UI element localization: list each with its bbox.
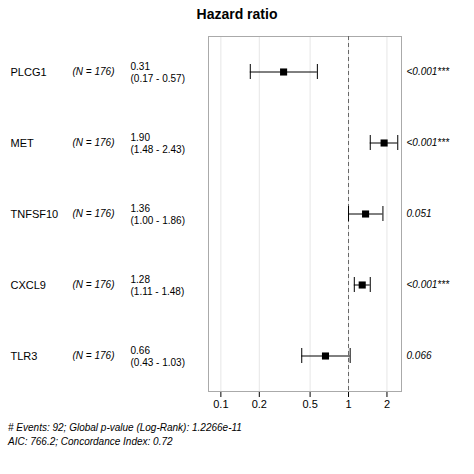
- svg-text:TNFSF10: TNFSF10: [11, 208, 59, 220]
- svg-text:0.5: 0.5: [302, 398, 317, 410]
- svg-text:MET: MET: [11, 137, 35, 149]
- svg-text:(N = 176): (N = 176): [73, 66, 115, 77]
- svg-text:1: 1: [345, 398, 351, 410]
- svg-text:(N = 176): (N = 176): [73, 279, 115, 290]
- svg-text:<0.001***: <0.001***: [407, 137, 451, 148]
- svg-text:(N = 176): (N = 176): [73, 137, 115, 148]
- svg-text:0.2: 0.2: [252, 398, 267, 410]
- svg-text:0.31(0.17 - 0.57): 0.31(0.17 - 0.57): [131, 61, 185, 84]
- svg-text:(N = 176): (N = 176): [73, 350, 115, 361]
- svg-text:0.051: 0.051: [407, 208, 432, 219]
- svg-text:1.36(1.00 - 1.86): 1.36(1.00 - 1.86): [131, 203, 185, 226]
- svg-text:PLCG1: PLCG1: [11, 66, 47, 78]
- svg-text:1.90(1.48 - 2.43): 1.90(1.48 - 2.43): [131, 132, 185, 155]
- svg-text:CXCL9: CXCL9: [11, 279, 46, 291]
- html-text:# Events: 92; Global p-value (: # Events: 92; Global p-value (Log-Rank):…: [8, 422, 242, 447]
- svg-text:0.066: 0.066: [407, 350, 432, 361]
- html-text:Hazard ratio: Hazard ratio: [196, 6, 278, 22]
- svg-text:2: 2: [384, 398, 390, 410]
- svg-text:1.28(1.11 - 1.48): 1.28(1.11 - 1.48): [131, 274, 185, 297]
- svg-text:(N = 176): (N = 176): [73, 208, 115, 219]
- svg-text:TLR3: TLR3: [11, 350, 38, 362]
- svg-text:<0.001***: <0.001***: [407, 66, 451, 77]
- svg-text:<0.001***: <0.001***: [407, 279, 451, 290]
- svg-text:0.1: 0.1: [213, 398, 228, 410]
- svg-text:0.66(0.43 - 1.03): 0.66(0.43 - 1.03): [131, 345, 185, 368]
